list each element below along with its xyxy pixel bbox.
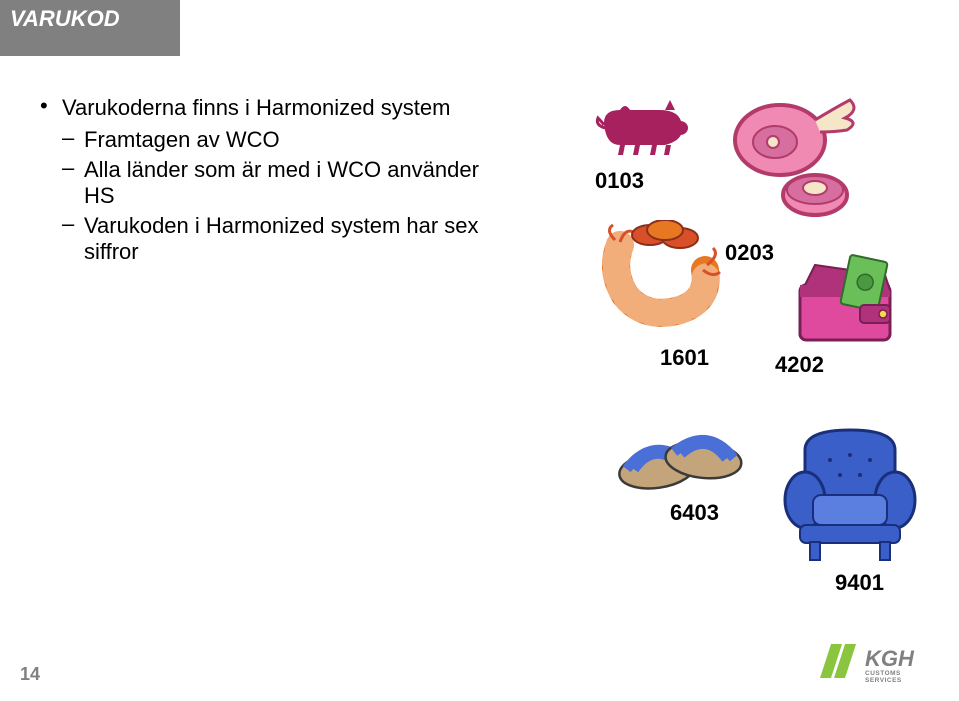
wallet-icon [785, 250, 905, 350]
logo-sub2: SERVICES [865, 677, 902, 684]
armchair-icon [775, 420, 925, 570]
logo-sub1: CUSTOMS [865, 670, 901, 677]
code-label-6403: 6403 [670, 500, 719, 526]
code-label-0203: 0203 [725, 240, 774, 266]
bullet-main: Varukoderna finns i Harmonized system Fr… [40, 95, 500, 265]
bullet-main-text: Varukoderna finns i Harmonized system [62, 95, 450, 120]
slide: VARUKOD Varukoderna finns i Harmonized s… [0, 0, 959, 701]
code-label-4202: 4202 [775, 352, 824, 378]
kgh-logo: KGH CUSTOMS SERVICES [819, 638, 939, 689]
page-title: VARUKOD [10, 6, 120, 32]
bullet-sub-2: Alla länder som är med i WCO använder HS [62, 157, 500, 209]
bullet-sub-3: Varukoden i Harmonized system har sex si… [62, 213, 500, 265]
bullet-sub-1: Framtagen av WCO [62, 127, 500, 153]
sandals-icon [610, 400, 750, 495]
logo-company-text: KGH [865, 646, 915, 671]
content-area: Varukoderna finns i Harmonized system Fr… [40, 95, 500, 271]
code-label-9401: 9401 [835, 570, 884, 596]
ham-icon [725, 90, 865, 220]
code-label-0103: 0103 [595, 168, 644, 194]
page-number: 14 [20, 664, 40, 685]
code-label-1601: 1601 [660, 345, 709, 371]
pig-icon [590, 90, 690, 160]
title-box: VARUKOD [0, 0, 180, 56]
graphics-area: 0103 0203 1601 [540, 90, 940, 620]
sausage-icon [595, 220, 725, 330]
